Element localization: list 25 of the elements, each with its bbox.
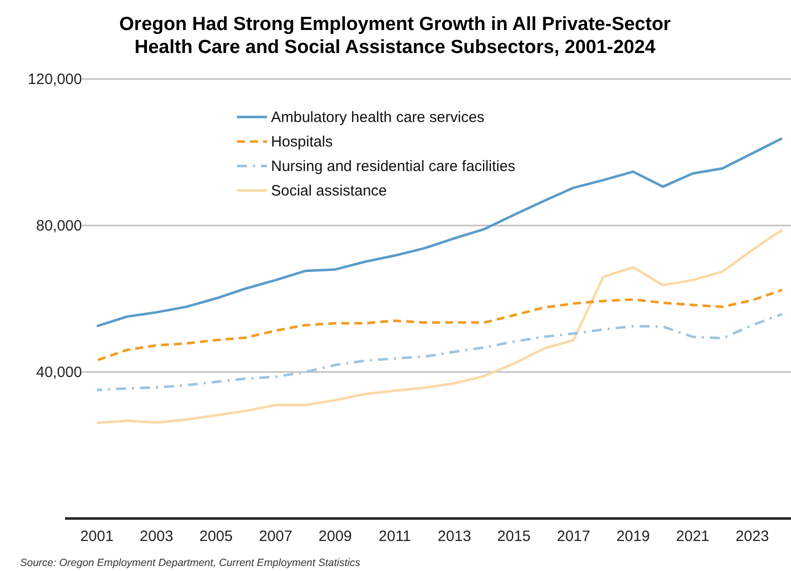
line-series bbox=[96, 137, 784, 328]
source-note: Source: Oregon Employment Department, Current Employment Statistics bbox=[20, 557, 361, 569]
y-tick-label: 120,000 bbox=[28, 70, 82, 88]
x-tick-label: 2007 bbox=[258, 528, 292, 546]
x-tick-label: 2019 bbox=[616, 528, 650, 546]
y-tick-label: 40,000 bbox=[36, 364, 82, 381]
chart-title: Oregon Had Strong Employment Growth in All Private-Sector Health Care and Social Assistance Subsectors, 2001-2024 bbox=[119, 14, 672, 58]
line-series bbox=[96, 228, 784, 424]
x-tick-label: 2015 bbox=[497, 528, 531, 546]
x-tick-label: 2013 bbox=[438, 528, 472, 546]
x-tick-label: 2009 bbox=[318, 528, 352, 546]
line-series bbox=[96, 288, 784, 362]
legend-label: Nursing and residential care facilities bbox=[271, 158, 516, 175]
x-tick-label: 2023 bbox=[736, 528, 769, 546]
x-tick-label: 2021 bbox=[676, 528, 710, 546]
legend-label: Ambulatory health care services bbox=[271, 109, 484, 126]
y-tick-label: 80,000 bbox=[36, 217, 82, 234]
x-tick-label: 2011 bbox=[378, 528, 411, 546]
x-tick-label: 2001 bbox=[80, 528, 114, 546]
x-tick-label: 2003 bbox=[140, 528, 174, 546]
legend-label: Hospitals bbox=[271, 134, 333, 150]
legend-label: Social assistance bbox=[271, 182, 387, 200]
line-series bbox=[96, 312, 784, 392]
x-tick-label: 2005 bbox=[199, 528, 233, 546]
x-tick-label: 2017 bbox=[556, 528, 590, 546]
